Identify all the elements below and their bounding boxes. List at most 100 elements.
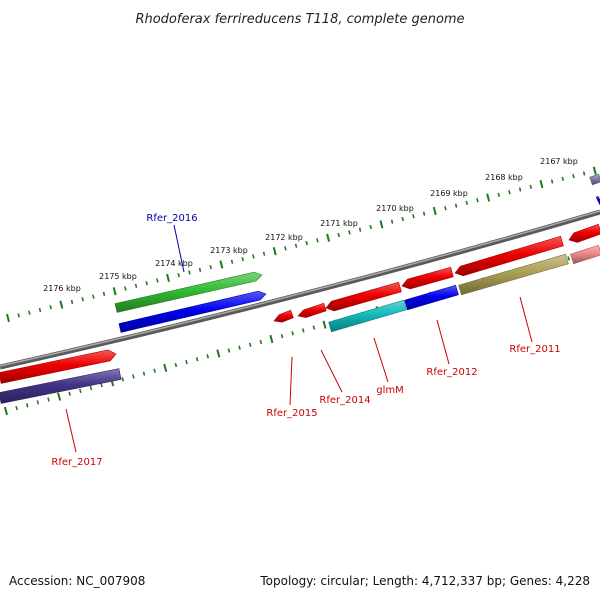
ruler-tick (156, 278, 159, 283)
gene-arrow (0, 349, 117, 384)
gene-arrow (297, 302, 327, 318)
ruler-tick (337, 232, 341, 238)
ruler-tick (252, 254, 255, 259)
kbp-tick-label: 2167 kbp (540, 157, 578, 166)
gene-label: glmM (376, 385, 404, 396)
ruler-tick (166, 273, 170, 282)
ruler-tick (284, 246, 287, 251)
kbp-tick-label: 2169 kbp (430, 189, 468, 198)
ruler-tick (305, 240, 309, 246)
ruler-tick (89, 385, 93, 391)
label-leader-line (320, 349, 343, 393)
ruler-tick (294, 243, 298, 248)
gene-label: Rfer_2017 (51, 457, 102, 468)
gene-features (0, 173, 600, 404)
ruler-tick (185, 359, 188, 365)
ruler-tick (454, 203, 458, 208)
kbp-tick-label: 2175 kbp (99, 272, 137, 281)
label-leader-line (289, 356, 293, 406)
ruler-tick (112, 287, 117, 296)
ruler-tick (326, 233, 331, 242)
ruler-tick (121, 377, 125, 382)
ruler-tick (248, 342, 252, 347)
ruler-tick (561, 176, 565, 181)
gene-arrow (328, 299, 407, 333)
kbp-tick-label: 2172 kbp (265, 233, 303, 242)
gene-arrow (118, 290, 267, 333)
ruler-tick (153, 368, 156, 373)
ruler-tick (188, 270, 191, 275)
gene-arrow (454, 235, 564, 277)
ruler-tick (291, 331, 294, 336)
ruler-tick (36, 400, 40, 405)
gene-arrow (570, 244, 600, 265)
ruler-tick (316, 238, 319, 243)
ruler-tick (206, 354, 210, 359)
kbp-tick-label: 2174 kbp (155, 259, 193, 268)
ruler-tick (81, 297, 84, 302)
ruler-tick (312, 325, 316, 330)
ruler-tick (567, 256, 570, 261)
ruler-tick (227, 348, 231, 353)
ruler-tick (163, 363, 168, 372)
accession-text: Accession: NC_007908 (9, 574, 146, 588)
ruler-tick (38, 307, 42, 313)
ruler-tick (422, 211, 426, 216)
ruler-tick (17, 313, 20, 318)
ruler-tick (134, 283, 138, 289)
ruler-tick (145, 281, 148, 286)
gene-arrow (568, 223, 600, 243)
ruler-tick (177, 273, 180, 278)
ruler-tick (550, 179, 554, 184)
ruler-tick (582, 171, 586, 176)
gene-arrow (114, 271, 263, 313)
backbone-line (0, 209, 600, 370)
ruler-tick (195, 357, 199, 362)
ruler-tick (379, 220, 384, 229)
ruler-tick (412, 214, 415, 219)
ruler-tick (497, 192, 501, 198)
kbp-tick-label: 2173 kbp (210, 246, 248, 255)
gene-label: Rfer_2015 (266, 408, 317, 419)
kbp-tick-label: 2170 kbp (376, 204, 414, 213)
kbp-tick-label: 2171 kbp (320, 219, 358, 228)
ruler-tick (508, 190, 511, 195)
ruler-tick (174, 362, 178, 368)
ruler-tick (59, 300, 64, 309)
gene-label: Rfer_2016 (146, 213, 197, 224)
ruler-tick (25, 403, 29, 408)
ruler-tick (348, 230, 351, 235)
ruler-tick (79, 388, 82, 393)
ruler-tick (47, 397, 50, 402)
ruler-tick (486, 193, 491, 202)
ruler-tick (132, 374, 135, 379)
gene-label: Rfer_2011 (509, 344, 560, 355)
ruler-tick (259, 339, 263, 345)
label-leader-line (173, 224, 185, 273)
gene-arrow (589, 173, 600, 186)
ruler-tick (476, 198, 479, 203)
ruler-tick (390, 219, 394, 224)
ruler-tick (280, 334, 284, 339)
ruler-tick (102, 291, 106, 297)
ruler-tick (70, 299, 74, 305)
ruler-tick (142, 371, 146, 376)
ruler-tick (262, 251, 266, 256)
ruler-tick (369, 224, 373, 230)
ruler-tick (3, 406, 9, 416)
kbp-tick-labels: 2176 kbp 2175 kbp 2174 kbp 2173 kbp 2172 kbp… (43, 157, 578, 293)
ruler-tick (15, 405, 18, 411)
ruler-tick (57, 392, 62, 401)
gene-label: Rfer_2014 (319, 395, 370, 406)
ruler-tick (92, 294, 95, 299)
gene-arrow (273, 309, 294, 323)
gene-arrow (0, 368, 122, 404)
ruler-tick (100, 382, 103, 388)
kbp-tick-label: 2168 kbp (485, 173, 523, 182)
ruler-tick (539, 180, 544, 189)
ruler-tick (49, 305, 52, 310)
ruler-tick (124, 286, 127, 291)
gene-arrow (325, 281, 402, 312)
